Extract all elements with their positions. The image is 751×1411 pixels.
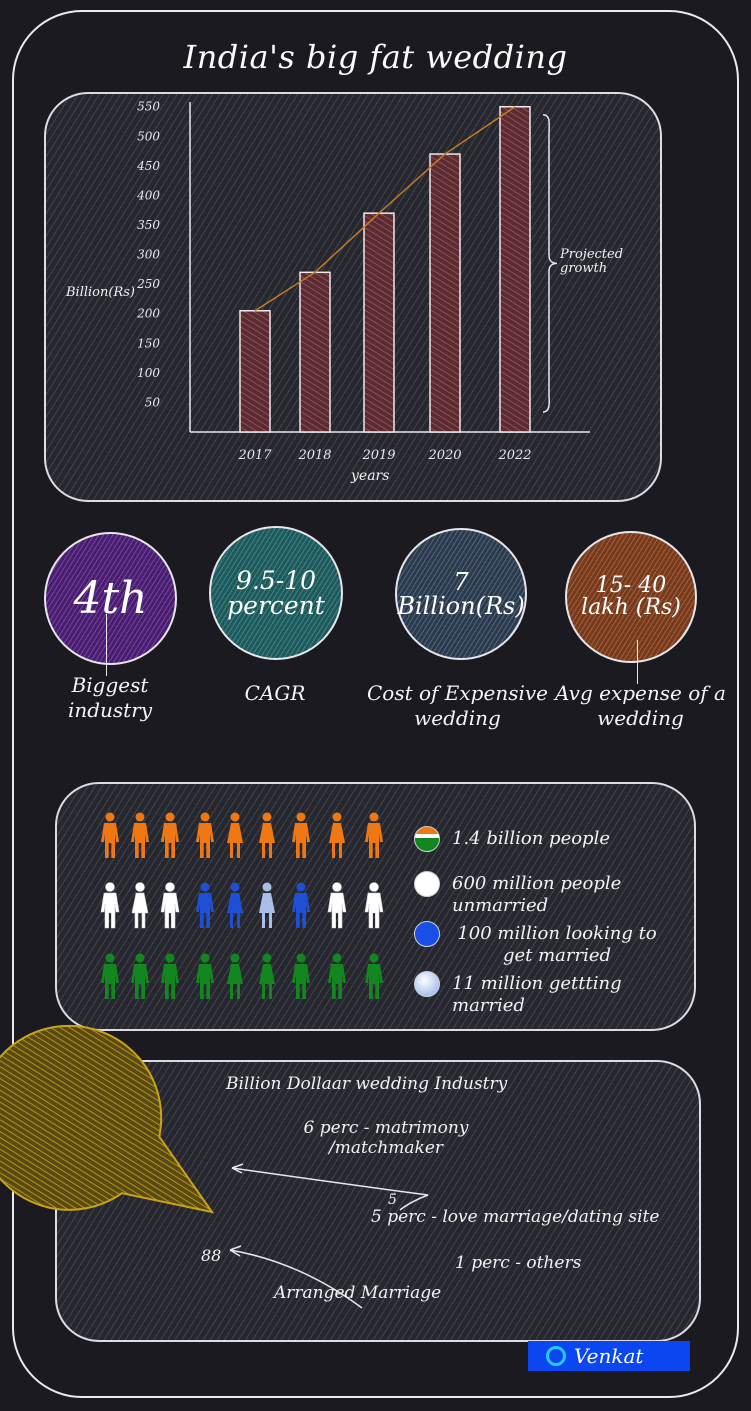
slice-label-arranged: Arranged Marriage [274,1283,442,1303]
growth-chart-panel [44,92,662,502]
person-icon [290,812,312,864]
stat-value: 4th [73,572,148,624]
stat-circle: 7 Billion(Rs) [395,528,527,660]
bar [299,271,331,433]
y-tick-label: 550 [137,100,160,114]
stat-label: Cost of Expensive wedding [367,681,548,730]
y-tick-label: 100 [137,366,160,380]
x-tick-label: 2019 [361,448,395,463]
projected-growth-annotation: Projected growth [560,247,624,277]
slice-label-others: 1 perc - others [455,1253,582,1273]
slice-label-matrimony: 6 perc - matrimony /matchmaker [303,1118,469,1159]
person-icon [290,953,312,1005]
author-logo-icon [546,1346,566,1366]
x-tick-label: 2022 [497,448,531,463]
person-icon [326,953,348,1005]
growth-bar-chart: 50 100 150 200 250 300 350 400 450 500 550 2017 2018… [136,100,590,463]
person-icon [224,953,246,1005]
person-icon [290,882,312,934]
person-icon [363,953,385,1005]
x-tick-label: 2018 [297,448,331,463]
person-icon [129,953,151,1005]
stat-circle: 9.5-10 percent [209,526,343,660]
person-icon [99,882,121,934]
person-icon [159,812,181,864]
x-axis-label: years [351,468,390,484]
y-tick-label: 450 [136,159,160,173]
person-icon [129,882,151,934]
y-tick-label: 400 [136,188,160,202]
stat-label: CAGR [244,681,306,705]
person-icon [326,812,348,864]
bar [239,310,271,433]
y-tick-label: 200 [136,307,160,321]
person-icon [326,882,348,934]
legend-text: 600 million people unmarried [452,873,622,916]
page-title: India's big fat wedding [183,38,568,76]
stat-label: Biggest industry [67,673,153,722]
person-icon [99,812,121,864]
person-icon [224,882,246,934]
legend-text: 11 million gettting married [452,973,622,1016]
y-axis-label: Billion(Rs) [66,285,135,300]
y-tick-label: 350 [137,218,160,232]
author-name: Venkat [574,1344,644,1368]
legend-dot [414,826,440,852]
y-tick-label: 500 [137,129,160,143]
x-tick-label: 2020 [427,448,461,463]
person-icon [363,882,385,934]
y-tick-label: 50 [145,395,161,409]
trend-line [254,106,516,312]
person-icon [194,812,216,864]
legend-text: 1.4 billion people [452,828,610,849]
bar [429,153,461,433]
stat-label: Avg expense of a wedding [555,681,726,730]
projection-brace [542,113,558,413]
y-tick-label: 250 [136,277,160,291]
stat-value: 15- 40 lakh (Rs) [581,573,681,620]
bar [499,105,531,433]
bar [363,212,395,433]
stat-connector [106,614,107,676]
stat-circle: 4th [44,532,177,665]
person-icon [256,882,278,934]
person-icon [194,953,216,1005]
legend-dot [414,921,440,947]
author-badge[interactable]: Venkat [528,1341,690,1371]
person-icon [99,953,121,1005]
stat-connector [637,640,638,684]
person-icon [159,882,181,934]
stat-value: 9.5-10 percent [227,566,325,620]
person-icon [159,953,181,1005]
x-tick-label: 2017 [237,448,272,463]
person-icon [363,812,385,864]
legend-dot [414,871,440,897]
legend-text: 100 million looking to get married [457,923,657,966]
person-icon [224,812,246,864]
person-icon [129,812,151,864]
person-icon [256,953,278,1005]
slice-label-love-marriage: 5 perc - love marriage/dating site [371,1207,660,1227]
pie-value-label: 88 [201,1246,222,1265]
industry-title: Billion Dollaar wedding Industry [226,1074,508,1094]
stat-value: 7 Billion(Rs) [397,568,525,620]
stat-circle: 15- 40 lakh (Rs) [565,531,697,663]
person-icon [194,882,216,934]
y-tick-label: 300 [137,248,160,262]
page-frame [12,10,739,1398]
y-tick-label: 150 [137,336,160,350]
legend-dot [414,971,440,997]
person-icon [256,812,278,864]
slice-small-value: 5 [388,1192,397,1208]
